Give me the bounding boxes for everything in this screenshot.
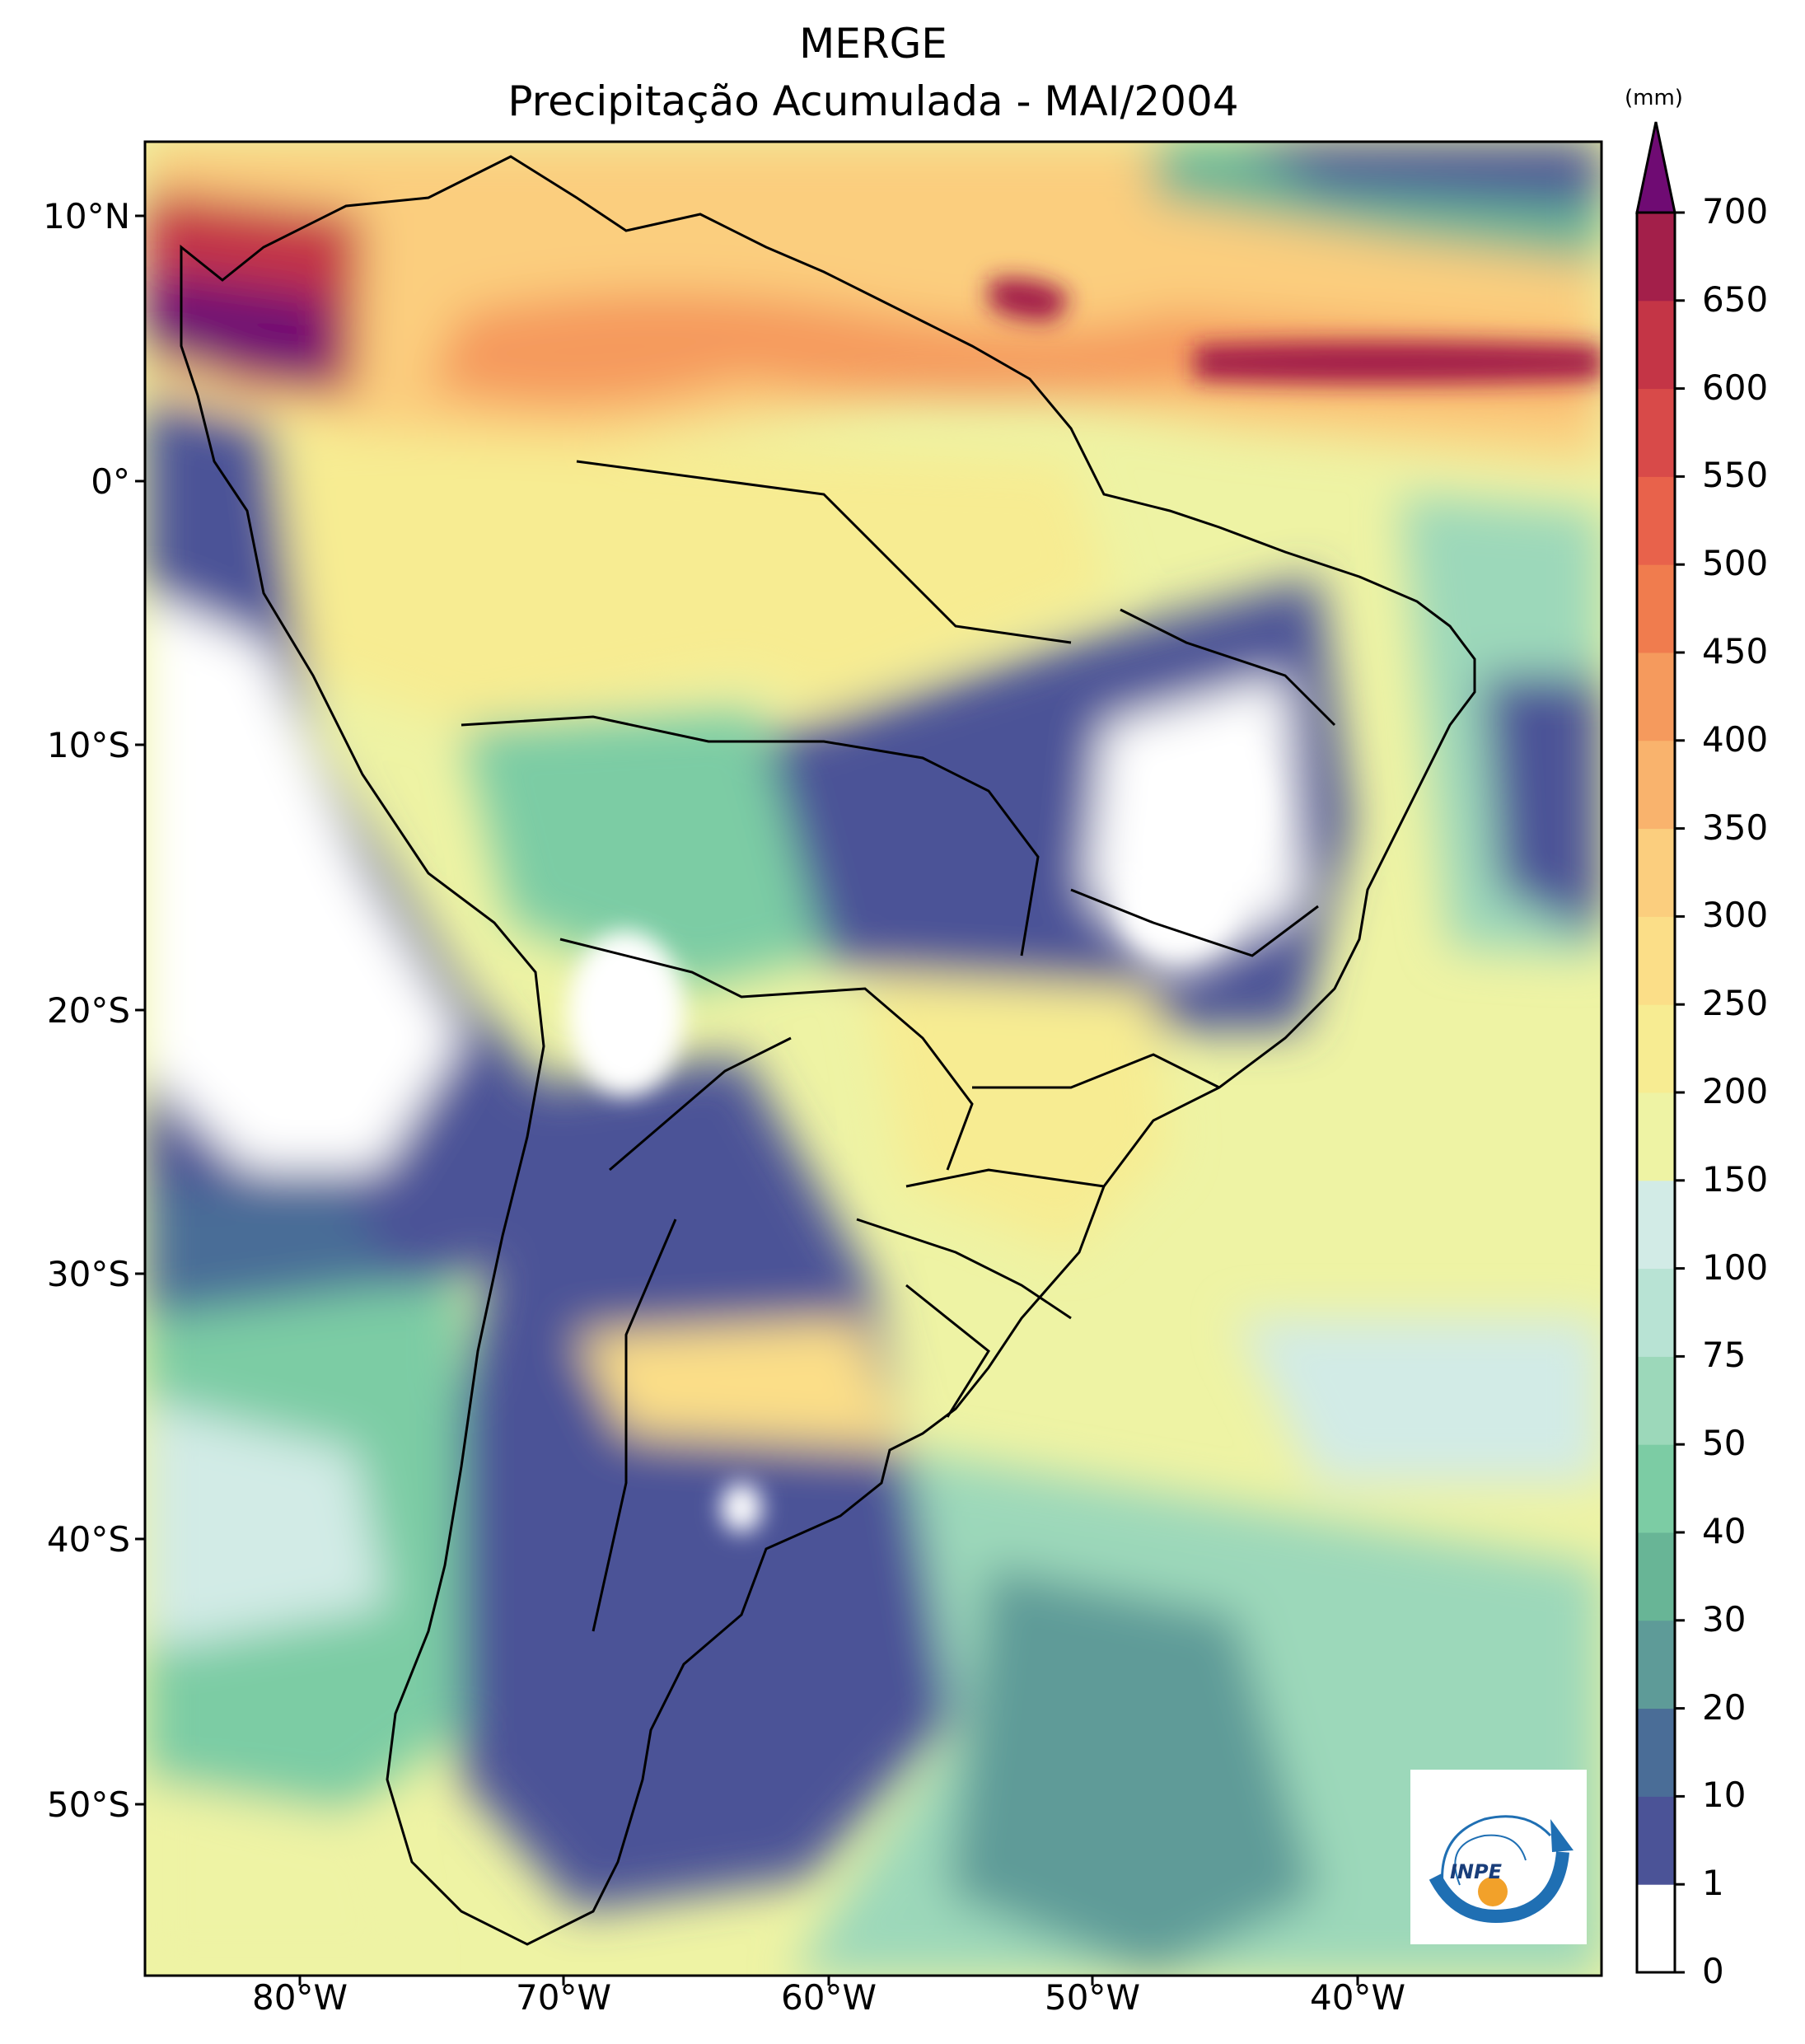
lon-label: 60°W xyxy=(781,1977,877,2018)
lat-label: 50°S xyxy=(46,1784,130,1825)
lat-label: 0° xyxy=(91,461,130,502)
colorbar-swatch xyxy=(1637,1004,1675,1093)
colorbar-extend-arrow xyxy=(1635,121,1676,214)
colorbar-level-label: 450 xyxy=(1702,631,1769,671)
colorbar-swatch xyxy=(1637,916,1675,1005)
colorbar-swatch xyxy=(1637,476,1675,565)
colorbar-level-label: 150 xyxy=(1702,1158,1769,1200)
axis-ticks xyxy=(135,214,1359,1986)
colorbar-level-label: 40 xyxy=(1702,1511,1747,1551)
svg-text:INPE: INPE xyxy=(1450,1860,1503,1883)
colorbar-swatch xyxy=(1637,213,1675,302)
colorbar-level-label: 200 xyxy=(1702,1071,1769,1111)
lat-label: 10°N xyxy=(43,196,130,236)
map-title: MERGE xyxy=(799,20,947,68)
colorbar-level-label: 30 xyxy=(1702,1598,1747,1639)
lon-label: 70°W xyxy=(516,1977,611,2018)
colorbar-swatch xyxy=(1637,1092,1675,1181)
colorbar-unit: (mm) xyxy=(1625,86,1683,110)
lon-label: 50°W xyxy=(1045,1977,1140,2018)
colorbar-swatch xyxy=(1637,1796,1675,1885)
colorbar-level-label: 700 xyxy=(1702,191,1769,232)
colorbar-swatch xyxy=(1637,1268,1675,1357)
colorbar-level-label: 20 xyxy=(1702,1686,1747,1728)
lat-label: 30°S xyxy=(46,1254,130,1294)
colorbar-level-label: 500 xyxy=(1702,543,1769,584)
lat-label: 20°S xyxy=(46,990,130,1031)
colorbar-level-label: 100 xyxy=(1702,1247,1769,1288)
colorbar-swatch xyxy=(1637,564,1675,653)
lat-label: 40°S xyxy=(46,1519,130,1560)
colorbar-swatch xyxy=(1637,1532,1675,1621)
colorbar-level-label: 1 xyxy=(1702,1863,1724,1904)
colorbar-level-label: 650 xyxy=(1702,278,1769,320)
colorbar-level-label: 75 xyxy=(1702,1335,1747,1376)
colorbar-level-label: 350 xyxy=(1702,807,1769,848)
colorbar-level-label: 300 xyxy=(1702,895,1769,936)
map-frame xyxy=(143,140,1603,1977)
colorbar-swatch xyxy=(1637,1356,1675,1445)
colorbar-swatch xyxy=(1637,1444,1675,1533)
colorbar xyxy=(1635,121,1685,1974)
precipitation-field xyxy=(145,142,1602,1976)
colorbar-swatch xyxy=(1637,300,1675,390)
colorbar-swatch xyxy=(1637,1620,1675,1710)
colorbar-level-label: 400 xyxy=(1702,718,1769,760)
inpe-logo-icon: INPE xyxy=(1429,1815,1574,1923)
colorbar-swatch xyxy=(1637,1884,1675,1973)
coastlines-and-borders xyxy=(180,155,1476,1946)
colorbar-level-label: 50 xyxy=(1702,1423,1747,1464)
colorbar-swatch xyxy=(1637,388,1675,477)
colorbar-level-label: 0 xyxy=(1702,1951,1724,1991)
map-subtitle: Precipitação Acumulada - MAI/2004 xyxy=(507,77,1239,125)
colorbar-swatch xyxy=(1637,652,1675,741)
colorbar-swatch xyxy=(1637,740,1675,830)
inpe-logo: INPE xyxy=(1410,1770,1587,1944)
colorbar-swatch xyxy=(1637,1180,1675,1270)
colorbar-level-label: 600 xyxy=(1702,367,1769,408)
lat-label: 10°S xyxy=(46,725,130,765)
lon-label: 40°W xyxy=(1310,1977,1405,2018)
lon-label: 80°W xyxy=(252,1977,348,2018)
colorbar-swatch xyxy=(1637,1708,1675,1797)
colorbar-level-label: 250 xyxy=(1702,983,1769,1024)
colorbar-level-label: 550 xyxy=(1702,455,1769,496)
colorbar-swatch xyxy=(1637,828,1675,917)
colorbar-level-label: 10 xyxy=(1702,1775,1747,1816)
